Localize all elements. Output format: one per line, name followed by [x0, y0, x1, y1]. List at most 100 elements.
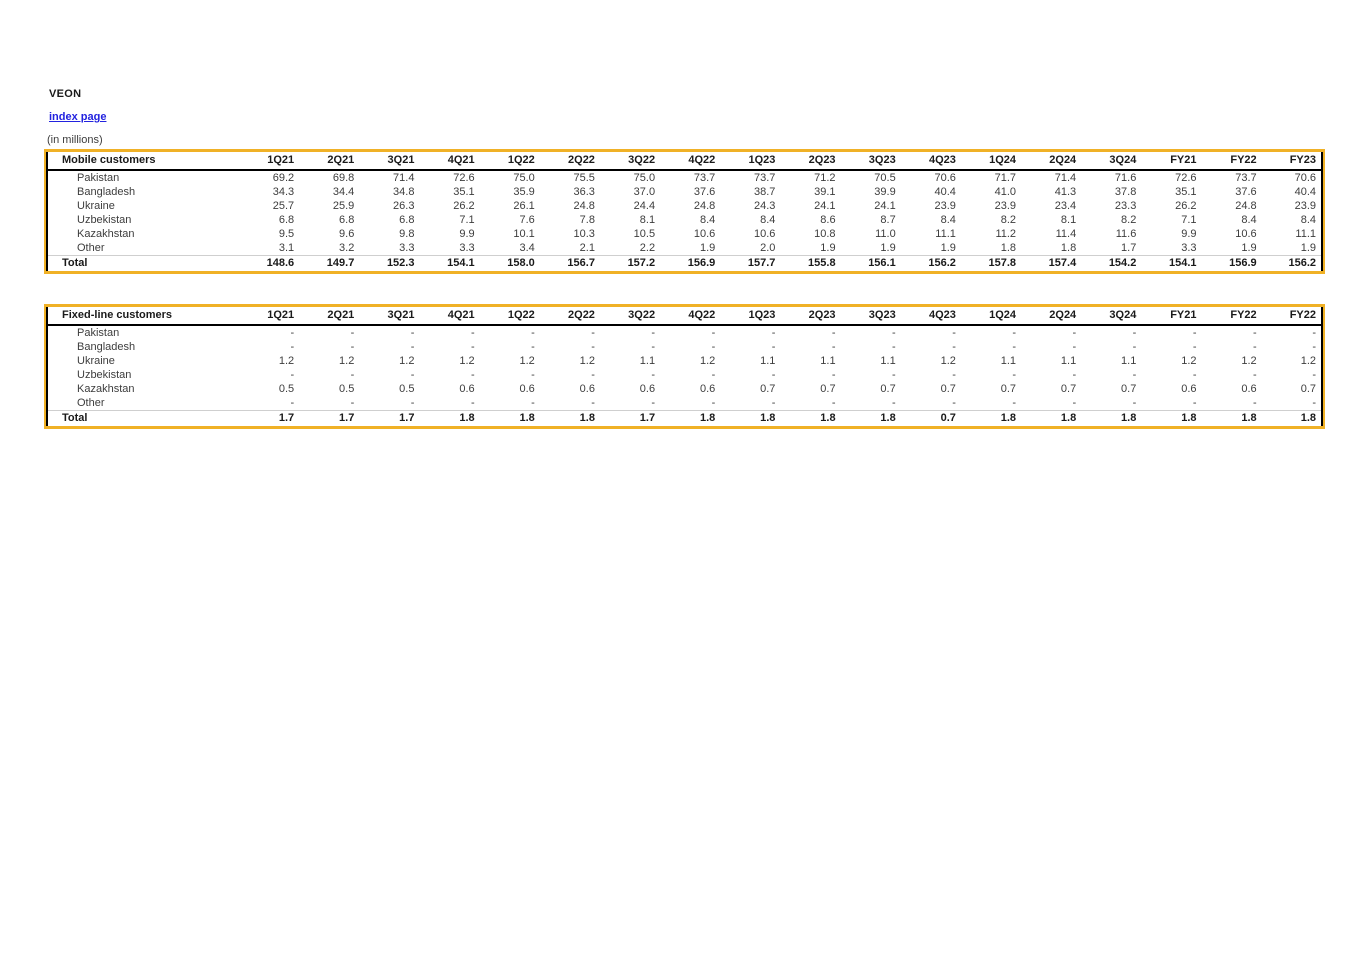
data-cell: 6.8	[278, 214, 295, 226]
total-cell: 1.8	[419, 410, 480, 426]
data-cell: -	[1132, 397, 1137, 409]
total-row: Total 148.6 149.7 152.3 154.1 158.0 156.7 157.2…	[47, 255, 1322, 271]
total-cell: 156.1	[840, 255, 901, 271]
data-cell: 2.0	[760, 242, 776, 254]
row-label: Other	[77, 242, 105, 254]
data-cell: 9.6	[339, 228, 355, 240]
column-header: 3Q23	[840, 152, 901, 171]
data-cell: 11.0	[875, 228, 896, 240]
data-cell: 69.2	[272, 172, 295, 184]
data-cell: -	[470, 397, 475, 409]
row-label: Ukraine	[77, 200, 115, 212]
data-cell: 8.4	[1241, 214, 1257, 226]
data-cell: 24.8	[693, 200, 716, 212]
total-cell: 1.8	[1141, 410, 1202, 426]
column-header: FY21	[1141, 152, 1202, 171]
column-header: 4Q21	[419, 307, 480, 326]
total-cell: 1.8	[660, 410, 721, 426]
data-cell: 11.6	[1115, 228, 1137, 240]
data-cell: -	[290, 397, 295, 409]
column-header: 2Q23	[780, 307, 841, 326]
data-cell: -	[1252, 327, 1257, 339]
data-cell: 3.3	[1181, 242, 1197, 254]
row-label: Ukraine	[77, 355, 115, 367]
table-row: Other - - - - - - - - - - - - - - - - - -	[47, 396, 1322, 411]
data-cell: 7.6	[519, 214, 535, 226]
data-cell: -	[952, 397, 956, 409]
column-header: FY23	[1261, 152, 1322, 171]
data-cell: -	[290, 369, 295, 381]
data-cell: -	[350, 341, 355, 353]
total-cell: 1.8	[479, 410, 540, 426]
data-cell: 1.9	[880, 242, 896, 254]
data-cell: 73.7	[693, 172, 716, 184]
total-cell: 155.8	[780, 255, 841, 271]
total-cell: 1.8	[1201, 410, 1262, 426]
data-cell: 24.4	[633, 200, 656, 212]
total-cell: 154.2	[1081, 255, 1142, 271]
column-header: 3Q24	[1081, 152, 1142, 171]
total-cell: 1.7	[299, 410, 360, 426]
column-header: 3Q22	[599, 152, 661, 171]
data-cell: 0.6	[579, 383, 595, 395]
data-cell: -	[651, 369, 656, 381]
data-cell: 1.9	[820, 242, 836, 254]
data-cell: 75.0	[513, 172, 535, 184]
data-cell: 1.9	[1241, 242, 1257, 254]
data-cell: 71.4	[1054, 172, 1077, 184]
data-cell: 3.3	[399, 242, 415, 254]
column-header: 3Q24	[1081, 307, 1142, 326]
column-header: 2Q23	[780, 152, 841, 171]
data-cell: -	[410, 369, 415, 381]
data-cell: -	[711, 341, 716, 353]
table-row: Uzbekistan 6.8 6.8 6.8 7.1 7.6 7.8 8.1 8.4 8.4 8.6…	[47, 213, 1322, 227]
row-label: Kazakhstan	[77, 383, 135, 395]
data-cell: 71.6	[1114, 172, 1137, 184]
data-cell: -	[1132, 327, 1137, 339]
table-row: Uzbekistan - - - - - - - - - - - - - - - - - -	[47, 368, 1322, 382]
data-cell: 9.5	[278, 228, 295, 240]
data-cell: 1.1	[1121, 355, 1137, 367]
data-cell: 0.7	[940, 383, 956, 395]
data-cell: 1.2	[699, 355, 716, 367]
data-cell: 1.2	[399, 355, 415, 367]
table-title: Fixed-line customers	[47, 307, 239, 326]
data-cell: 41.3	[1054, 186, 1077, 198]
column-header: 2Q21	[299, 152, 360, 171]
data-cell: -	[831, 397, 836, 409]
data-cell: 1.2	[519, 355, 535, 367]
data-cell: -	[831, 369, 836, 381]
data-cell: -	[531, 327, 535, 339]
data-cell: 8.4	[699, 214, 716, 226]
data-cell: -	[591, 341, 595, 353]
data-cell: -	[470, 327, 475, 339]
data-cell: -	[1192, 341, 1197, 353]
data-cell: 34.4	[332, 186, 355, 198]
total-cell: 156.9	[660, 255, 721, 271]
data-cell: 75.0	[633, 172, 656, 184]
total-cell: 157.7	[720, 255, 781, 271]
total-row-label: Total	[47, 410, 239, 426]
data-cell: 0.5	[399, 383, 415, 395]
data-cell: 39.1	[814, 186, 836, 198]
data-cell: -	[350, 327, 355, 339]
data-cell: -	[1312, 369, 1316, 381]
data-cell: -	[831, 327, 836, 339]
total-cell: 1.8	[1081, 410, 1142, 426]
units-note: (in millions)	[47, 134, 103, 146]
total-cell: 148.6	[239, 255, 300, 271]
data-cell: -	[952, 327, 956, 339]
data-cell: 1.2	[579, 355, 595, 367]
data-cell: 1.1	[1060, 355, 1077, 367]
data-cell: 72.6	[1175, 172, 1197, 184]
column-header: 1Q24	[960, 307, 1022, 326]
data-cell: 2.1	[579, 242, 595, 254]
data-cell: 25.7	[272, 200, 295, 212]
data-cell: 25.9	[332, 200, 355, 212]
mobile-customers-table: Mobile customers 1Q21 2Q21 3Q21 4Q21 1Q22 2Q22…	[44, 149, 1325, 274]
data-cell: -	[350, 397, 355, 409]
data-cell: 10.6	[753, 228, 776, 240]
index-page-link[interactable]: index page	[49, 111, 107, 123]
table-row: Ukraine 25.7 25.9 26.3 26.2 26.1 24.8 24.4 24.8 2…	[47, 199, 1322, 213]
data-cell: 26.2	[453, 200, 475, 212]
